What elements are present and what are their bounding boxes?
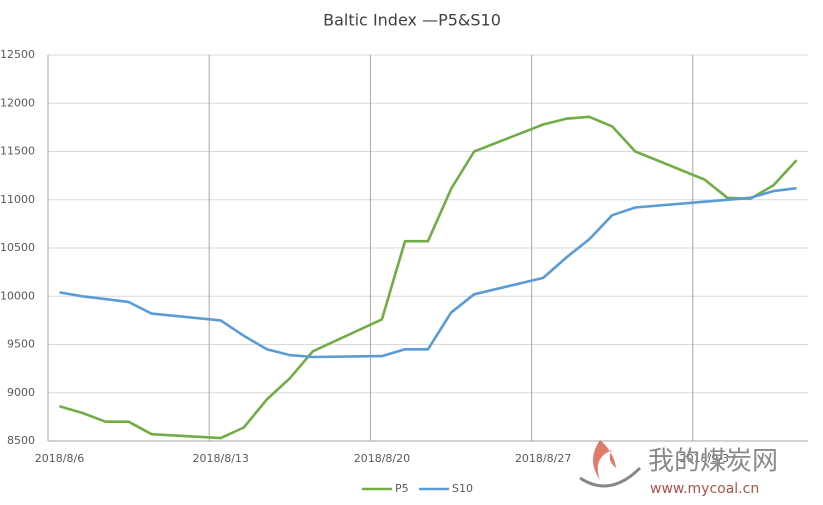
y-tick-label: 10500 [0, 241, 35, 254]
watermark-text: 我的煤炭网 [648, 447, 778, 477]
y-tick-label: 10000 [0, 289, 35, 302]
chart-title: Baltic Index —P5&S10 [323, 11, 501, 30]
watermark: 我的煤炭网 www.mycoal.cn [579, 440, 778, 497]
legend-label: P5 [395, 482, 409, 495]
y-tick-label: 11000 [0, 193, 35, 206]
x-tick-label: 2018/8/13 [193, 452, 249, 465]
line-series [59, 186, 797, 359]
x-tick-label: 2018/9/3 [680, 452, 729, 465]
watermark-url: www.mycoal.cn [650, 481, 759, 497]
line-series [59, 115, 798, 440]
x-tick-label: 2018/8/27 [515, 452, 571, 465]
y-tick-label: 11500 [0, 145, 35, 158]
x-tick-label: 2018/8/6 [35, 452, 84, 465]
y-tick-label: 8500 [7, 434, 35, 447]
watermark-logo [593, 440, 616, 480]
y-tick-label: 12000 [0, 96, 35, 109]
y-tick-label: 12500 [0, 48, 35, 61]
x-tick-label: 2018/8/20 [354, 452, 410, 465]
y-tick-label: 9000 [7, 386, 35, 399]
watermark-logo [579, 466, 642, 488]
legend-label: S10 [452, 482, 473, 495]
y-tick-label: 9500 [7, 338, 35, 351]
